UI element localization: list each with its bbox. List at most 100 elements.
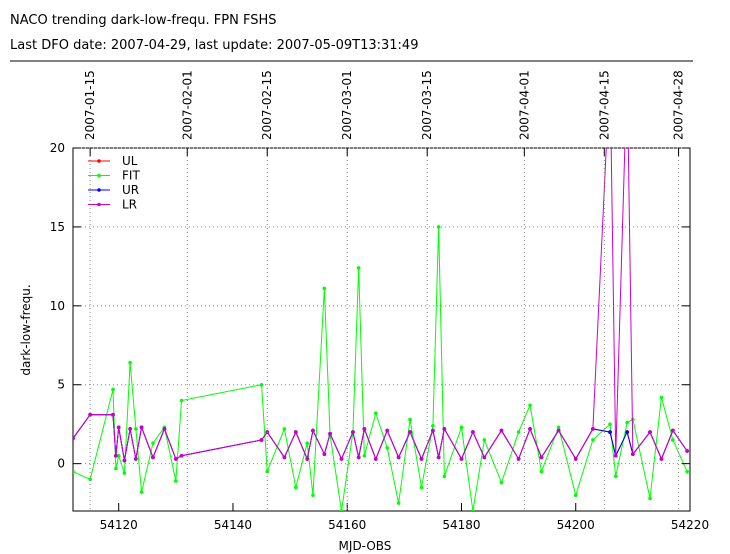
chart-subtitle: Last DFO date: 2007-04-29, last update: … xyxy=(10,38,418,53)
data-point xyxy=(613,474,618,479)
x2-tick-label: 2007-03-01 xyxy=(340,70,354,140)
data-point xyxy=(305,441,310,445)
legend-marker xyxy=(97,188,101,192)
x2-tick-label: 2007-02-15 xyxy=(260,70,274,140)
data-point xyxy=(73,469,75,474)
data-point xyxy=(322,452,327,456)
data-point xyxy=(459,425,464,430)
data-point xyxy=(362,427,367,431)
data-point xyxy=(128,427,132,431)
data-point xyxy=(174,479,178,483)
data-point xyxy=(128,360,132,365)
data-point xyxy=(114,466,118,471)
x2-tick-label: 2007-04-28 xyxy=(672,70,686,140)
data-point xyxy=(573,493,578,498)
data-point xyxy=(442,474,447,479)
data-point xyxy=(396,455,401,460)
data-point xyxy=(528,427,532,431)
data-point xyxy=(685,469,689,474)
data-point xyxy=(608,430,612,434)
data-point xyxy=(625,420,629,425)
data-point xyxy=(419,485,424,490)
data-point xyxy=(73,436,75,441)
legend-marker xyxy=(97,173,101,178)
data-point xyxy=(528,403,532,408)
x2-tick-label: 2007-04-15 xyxy=(597,70,611,140)
data-point xyxy=(259,438,264,442)
data-point xyxy=(151,455,155,460)
x-axis-label: MJD-OBS xyxy=(339,539,392,553)
data-point xyxy=(539,455,544,460)
data-point xyxy=(339,457,344,461)
data-point xyxy=(265,469,270,474)
data-point xyxy=(556,428,561,433)
data-point xyxy=(591,427,595,431)
data-point xyxy=(294,485,298,490)
data-point xyxy=(613,453,618,458)
x2-tick-label: 2007-03-15 xyxy=(420,70,434,140)
data-point xyxy=(385,428,390,433)
data-point xyxy=(114,453,118,458)
data-point xyxy=(648,430,652,434)
data-point xyxy=(431,428,435,433)
data-point xyxy=(516,430,521,434)
data-point xyxy=(625,67,629,71)
data-point xyxy=(591,438,595,442)
data-point xyxy=(659,395,664,400)
legend-label: UL xyxy=(122,154,138,168)
x-tick-label: 54180 xyxy=(442,518,480,532)
data-point xyxy=(305,457,310,461)
data-point xyxy=(408,417,412,422)
y-axis-label: dark-low-frequ. xyxy=(19,284,33,375)
legend-marker xyxy=(97,202,101,207)
data-point xyxy=(385,446,390,450)
data-point xyxy=(659,457,664,461)
data-point xyxy=(685,449,689,453)
data-point xyxy=(419,457,424,461)
data-point xyxy=(482,438,487,442)
data-point xyxy=(88,477,92,482)
data-point xyxy=(396,501,401,505)
chart-title: NACO trending dark-low-frequ. FPN FSHS xyxy=(10,13,276,28)
data-point xyxy=(362,453,367,458)
data-point xyxy=(311,493,315,498)
plot-area xyxy=(73,67,689,511)
x-tick-label: 54120 xyxy=(100,518,138,532)
data-point xyxy=(556,425,561,430)
x-tick-label: 54140 xyxy=(214,518,252,532)
data-point xyxy=(322,286,327,291)
data-point xyxy=(179,453,184,458)
data-point xyxy=(482,455,487,460)
data-point xyxy=(122,471,127,475)
data-point xyxy=(328,431,332,436)
data-point xyxy=(471,430,475,434)
x-tick-label: 54220 xyxy=(671,518,709,532)
data-point xyxy=(499,480,504,485)
data-point xyxy=(631,452,635,456)
data-point xyxy=(116,425,121,430)
data-point xyxy=(608,422,612,426)
data-point xyxy=(139,425,144,430)
data-point xyxy=(373,457,378,461)
y-tick-label: 15 xyxy=(50,220,65,234)
data-point xyxy=(179,398,184,403)
y-tick-label: 20 xyxy=(50,141,65,155)
data-point xyxy=(471,509,475,511)
x2-tick-label: 2007-04-01 xyxy=(517,70,531,140)
data-point xyxy=(162,427,167,431)
data-point xyxy=(174,457,178,461)
data-point xyxy=(351,430,355,434)
data-point xyxy=(516,457,521,461)
data-point xyxy=(294,430,298,434)
data-point xyxy=(573,457,578,461)
data-point xyxy=(134,457,138,461)
data-point xyxy=(282,455,287,460)
data-point xyxy=(111,412,115,417)
y-tick-label: 10 xyxy=(50,299,65,313)
data-point xyxy=(282,427,287,431)
data-point xyxy=(151,441,155,445)
legend-marker xyxy=(97,159,101,163)
data-point xyxy=(311,428,315,433)
data-point xyxy=(499,428,504,433)
